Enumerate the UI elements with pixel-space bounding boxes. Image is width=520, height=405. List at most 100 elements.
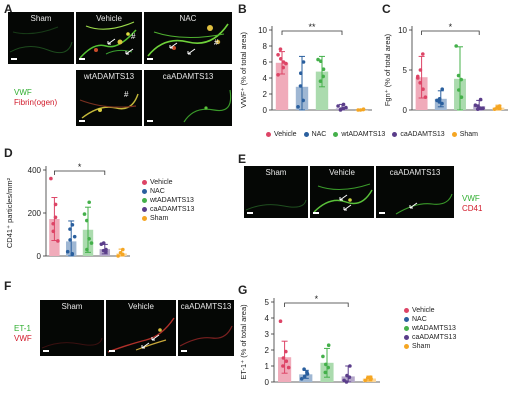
y-tick-label: 1: [265, 362, 270, 371]
hash-marker: #: [214, 38, 219, 47]
data-point: [85, 247, 89, 252]
data-point: [298, 84, 303, 88]
data-point: [302, 367, 306, 371]
significance-bracket: [281, 30, 343, 35]
micro-label: Vehicle: [329, 168, 355, 177]
arrow-icon: [409, 202, 418, 209]
data-point: [418, 68, 423, 72]
data-point: [339, 107, 343, 111]
micrograph-f-sham: Sham: [40, 300, 104, 356]
y-axis-label: VWF⁺ (% of total area): [239, 31, 248, 108]
scale-bar: [247, 212, 253, 214]
stain-red-label: VWF: [14, 334, 32, 343]
data-point: [481, 106, 485, 111]
data-point: [369, 377, 373, 381]
data-point: [70, 223, 75, 227]
y-tick-label: 0: [403, 106, 408, 115]
y-tick-label: 3: [265, 330, 270, 339]
significance-bracket: [421, 30, 480, 35]
legend-dot: [333, 132, 339, 137]
panel-letter-f: F: [4, 279, 12, 293]
chart-g-et1: 0 1 2 3 4 5 ET-1⁺ (% of total area) *: [239, 294, 380, 387]
chart-d-cd41: 0 200 400 CD41⁺ particles/mm² *: [5, 162, 130, 261]
legend-g: Vehicle NAC wtADAMTS13 caADAMTS13 Sham: [404, 306, 456, 351]
arrow-icon: [151, 334, 160, 341]
legend-item-sham: Sham: [142, 214, 194, 223]
data-point: [421, 87, 425, 91]
data-point: [344, 105, 348, 110]
data-point: [440, 87, 445, 91]
micro-label: Vehicle: [128, 302, 154, 311]
data-point: [51, 229, 56, 234]
data-point: [301, 98, 305, 103]
data-point: [318, 79, 323, 83]
stain-red-label: Fibrin(ogen): [14, 98, 58, 107]
data-point: [365, 376, 370, 380]
arrow-icon: [343, 204, 352, 211]
legend-item-wt: wtADAMTS13: [142, 196, 194, 205]
legend-dot: [142, 198, 147, 203]
legend-item-nac: NAC: [404, 315, 456, 324]
stain-legend-a: VWF Fibrin(ogen): [14, 88, 57, 108]
data-point: [321, 74, 325, 79]
data-point: [348, 364, 352, 368]
micrograph-a-nac: NAC #: [144, 12, 232, 64]
legend-item-sham: Sham: [404, 342, 456, 351]
legend-bc: Vehicle NAC wtADAMTS13 caADAMTS13 Sham: [266, 131, 485, 138]
legend-dot: [451, 132, 457, 137]
data-point: [116, 254, 120, 258]
y-tick-label: 0: [265, 378, 270, 387]
data-point: [423, 95, 428, 99]
data-point: [498, 106, 502, 111]
micro-label: Sham: [30, 14, 52, 23]
micro-label: wtADAMTS13: [83, 72, 135, 81]
data-point: [437, 97, 442, 101]
legend-dot: [404, 317, 409, 322]
stain-green-label: VWF: [14, 88, 32, 97]
legend-dot: [142, 180, 147, 185]
data-point: [324, 362, 328, 367]
hash-marker: #: [131, 32, 136, 41]
stain-green-label: ET-1: [14, 324, 31, 333]
legend-item-vehicle: Vehicle: [266, 131, 297, 138]
data-point: [326, 343, 331, 347]
micrograph-e-caadamts13: caADAMTS13: [376, 166, 454, 218]
micro-label: Sham: [61, 302, 83, 311]
data-point: [437, 100, 442, 104]
stain-legend-e: VWF CD41: [462, 194, 482, 214]
data-point: [284, 61, 288, 66]
chart-b-vwf: 0 2 4 6 8 10 VWF⁺ (% of total area) **: [239, 22, 372, 115]
data-point: [296, 105, 300, 109]
data-point: [281, 65, 285, 70]
data-point: [361, 107, 366, 111]
micrograph-f-vehicle: Vehicle: [106, 300, 176, 356]
y-tick-label: 6: [263, 58, 268, 67]
data-point: [316, 57, 320, 62]
data-point: [82, 212, 87, 216]
legend-dot: [404, 326, 409, 331]
data-point: [305, 372, 310, 376]
significance-bracket: [284, 302, 349, 307]
data-point: [321, 354, 325, 359]
legend-item-ca: caADAMTS13: [142, 205, 194, 214]
data-point: [459, 95, 464, 99]
data-point: [278, 319, 283, 323]
legend-item-nac: NAC: [142, 187, 194, 196]
micrograph-e-sham: Sham: [244, 166, 308, 218]
scale-bar: [181, 350, 187, 352]
data-point: [476, 104, 480, 108]
data-point: [341, 102, 346, 107]
legend-item-ca: caADAMTS13: [392, 131, 445, 138]
micro-label: Vehicle: [96, 14, 122, 23]
scale-bar: [79, 120, 85, 122]
legend-item-nac: NAC: [303, 131, 326, 138]
significance-label: **: [308, 22, 316, 32]
legend-dot: [303, 132, 309, 137]
data-point: [454, 44, 458, 48]
y-tick-label: 4: [265, 314, 270, 323]
micro-label: Sham: [265, 168, 287, 177]
chart-c-fgn: 0 5 10 Fgn⁺ (% of total area) *: [383, 22, 508, 115]
data-point: [72, 234, 77, 239]
data-point: [475, 107, 480, 111]
y-tick-label: 10: [258, 26, 267, 35]
